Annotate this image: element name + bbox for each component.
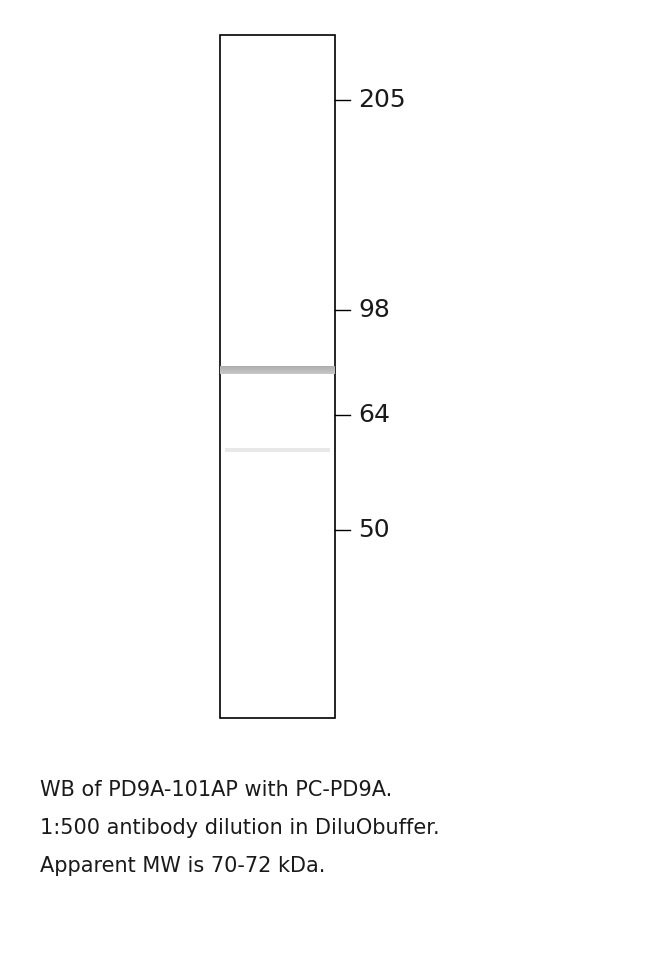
Bar <box>225 448 330 452</box>
Text: 1:500 antibody dilution in DiluObuffer.: 1:500 antibody dilution in DiluObuffer. <box>40 818 439 838</box>
Text: 205: 205 <box>358 88 406 112</box>
Bar <box>220 35 335 718</box>
Text: Apparent MW is 70-72 kDa.: Apparent MW is 70-72 kDa. <box>40 856 326 876</box>
Text: WB of PD9A-101AP with PC-PD9A.: WB of PD9A-101AP with PC-PD9A. <box>40 780 392 800</box>
Text: 64: 64 <box>358 403 390 427</box>
Text: 50: 50 <box>358 518 389 542</box>
Text: 98: 98 <box>358 298 390 322</box>
